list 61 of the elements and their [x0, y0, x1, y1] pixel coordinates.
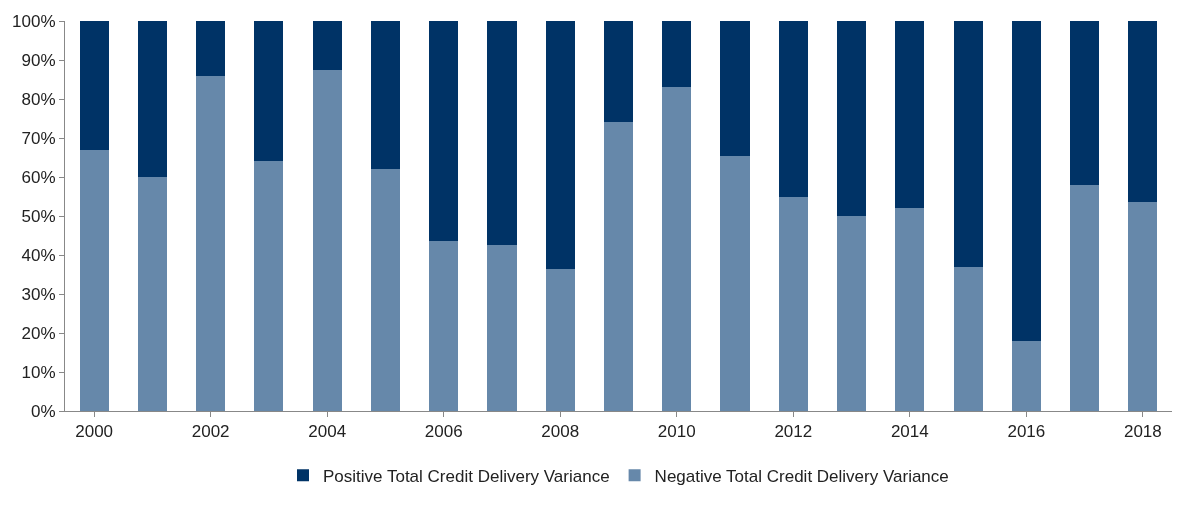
- bar: [1128, 202, 1158, 411]
- bar: [254, 21, 284, 162]
- bar: [778, 21, 808, 197]
- legend-label: Negative Total Credit Delivery Variance: [654, 466, 949, 486]
- x-tick-label: 2006: [424, 422, 463, 442]
- bar: [312, 69, 342, 411]
- bar: [137, 21, 167, 177]
- y-tick-label: 70%: [21, 128, 56, 148]
- bar: [603, 122, 634, 411]
- bar: [429, 21, 459, 242]
- x-tick-label: 2000: [75, 422, 114, 442]
- x-tick-label: 2012: [774, 422, 813, 442]
- bar: [662, 21, 692, 88]
- bar: [662, 87, 692, 411]
- bar: [545, 268, 575, 411]
- bar: [836, 21, 867, 216]
- bar: [1128, 21, 1158, 203]
- bar: [1070, 21, 1100, 185]
- y-tick-label: 40%: [21, 245, 56, 265]
- y-tick-label: 50%: [21, 206, 56, 226]
- x-tick-label: 2002: [191, 422, 230, 442]
- bar: [487, 245, 517, 411]
- bar: [953, 21, 983, 267]
- y-tick-label: 80%: [21, 89, 56, 109]
- bar: [196, 75, 226, 411]
- bar: [79, 21, 109, 150]
- y-tick-label: 100%: [12, 11, 56, 31]
- x-tick-label: 2018: [1123, 422, 1162, 442]
- y-tick-label: 20%: [21, 323, 56, 343]
- bar: [836, 216, 867, 411]
- bar: [895, 21, 925, 209]
- bar: [429, 241, 459, 411]
- bar: [79, 149, 109, 411]
- legend-label: Positive Total Credit Delivery Variance: [323, 466, 610, 486]
- y-tick-label: 30%: [21, 284, 56, 304]
- y-tick-label: 60%: [21, 167, 56, 187]
- x-tick-label: 2010: [657, 422, 696, 442]
- y-tick-label: 10%: [21, 362, 56, 382]
- bar: [1070, 184, 1100, 411]
- bar: [953, 266, 983, 411]
- x-tick-label: 2016: [1007, 422, 1046, 442]
- bar: [137, 177, 167, 411]
- bar: [370, 21, 401, 170]
- x-tick-label: 2008: [541, 422, 580, 442]
- x-tick-label: 2004: [308, 422, 347, 442]
- bar: [720, 155, 750, 411]
- bar: [895, 208, 925, 411]
- bar: [1011, 21, 1041, 341]
- bar: [370, 169, 401, 411]
- bar: [196, 21, 226, 76]
- bar: [312, 21, 342, 70]
- bar: [720, 21, 750, 156]
- y-tick-label: 0%: [31, 401, 56, 421]
- bar: [254, 161, 284, 411]
- bar: [778, 196, 808, 411]
- bar: [603, 21, 634, 123]
- bar: [545, 21, 575, 269]
- y-tick-label: 90%: [21, 50, 56, 70]
- bar: [1011, 340, 1041, 411]
- x-tick-label: 2014: [890, 422, 929, 442]
- bar: [487, 21, 517, 246]
